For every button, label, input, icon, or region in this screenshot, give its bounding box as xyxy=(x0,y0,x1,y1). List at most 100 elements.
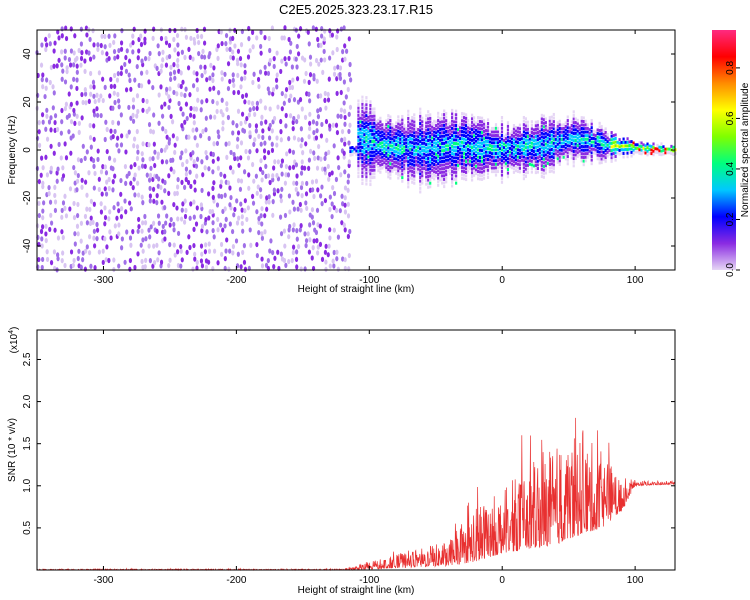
spectrogram-cell xyxy=(640,145,643,149)
spectrogram-cell xyxy=(552,138,555,142)
spectrogram-cell xyxy=(224,248,228,254)
spectrogram-cell xyxy=(500,141,504,145)
spectrogram-cell xyxy=(496,148,500,152)
spectrogram-cell xyxy=(439,131,442,135)
spectrogram-cell xyxy=(572,135,575,139)
spectrogram-cell xyxy=(276,159,280,165)
spectrogram-cell xyxy=(381,141,384,145)
spectrogram-cell xyxy=(104,170,109,176)
spectrogram-cell xyxy=(179,243,183,250)
spectrogram-cell xyxy=(552,148,555,152)
spectrogram-cell xyxy=(486,118,490,122)
spectrogram-cell xyxy=(413,163,416,167)
spectrogram-cell xyxy=(492,166,496,170)
spectrogram-cell xyxy=(135,93,140,99)
spectrogram-cell xyxy=(314,57,319,64)
spectrogram-cell xyxy=(441,181,444,185)
spectrogram-cell xyxy=(184,166,189,172)
spectrogram-cell xyxy=(232,212,236,218)
spectrogram-cell xyxy=(383,135,386,139)
spectrogram-cell xyxy=(72,107,76,114)
spectrogram-cell xyxy=(41,119,45,125)
spectrogram-cell xyxy=(96,42,100,48)
spectrogram-cell xyxy=(217,90,221,96)
spectrogram-cell xyxy=(387,114,390,118)
spectrogram-cell xyxy=(101,164,105,170)
spectrogram-cell xyxy=(308,125,312,132)
spectrogram-cell xyxy=(429,142,432,146)
spectrogram-cell xyxy=(600,125,603,129)
spectrogram-cell xyxy=(534,171,537,175)
spectrogram-cell xyxy=(419,132,422,136)
spectrogram-cell xyxy=(586,152,589,156)
spectrogram-cell xyxy=(431,140,434,144)
spectrogram-cell xyxy=(373,161,376,165)
spectrogram-cell xyxy=(464,134,468,138)
spectrogram-cell xyxy=(377,165,380,169)
spectrogram-cell xyxy=(648,151,651,155)
spectrogram-cell xyxy=(157,51,161,57)
spectrogram-cell xyxy=(207,215,211,221)
spectrogram-y-tick-label: 20 xyxy=(22,96,33,108)
spectrogram-cell xyxy=(449,125,452,129)
spectrogram-cell xyxy=(284,61,288,67)
spectrogram-cell xyxy=(131,118,136,124)
spectrogram-cell xyxy=(590,122,593,126)
spectrogram-cell xyxy=(346,173,351,179)
spectrogram-cell xyxy=(279,251,283,257)
spectrogram-cell xyxy=(117,222,121,228)
spectrogram-cell xyxy=(423,170,426,174)
spectrogram-cell xyxy=(381,134,384,138)
spectrogram-cell xyxy=(462,123,466,127)
spectrogram-cell xyxy=(403,138,406,142)
spectrogram-cell xyxy=(504,133,508,137)
snr-panel: -300 -200 -100 0 100 0.51.01.52.02.5 Height … xyxy=(7,327,676,596)
spectrogram-cell xyxy=(304,200,308,206)
spectrogram-cell xyxy=(379,156,382,160)
spectrogram-cell xyxy=(431,147,434,151)
spectrogram-cell xyxy=(630,150,633,154)
spectrogram-cell xyxy=(437,183,440,187)
spectrogram-cell xyxy=(500,152,504,156)
spectrogram-cell xyxy=(300,106,304,112)
spectrogram-cell xyxy=(466,140,470,144)
spectrogram-cell xyxy=(431,154,434,158)
spectrogram-cell xyxy=(189,105,193,112)
spectrogram-cell xyxy=(338,75,343,81)
spectrogram-cell xyxy=(365,121,368,125)
spectrogram-cell xyxy=(215,100,219,106)
spectrogram-cell xyxy=(486,143,490,147)
spectrogram-cell xyxy=(520,162,524,166)
spectrogram-cell xyxy=(324,105,328,111)
spectrogram-cell xyxy=(369,136,372,140)
spectrogram-cell xyxy=(486,172,490,176)
spectrogram-cell xyxy=(411,166,414,170)
spectrogram-cell xyxy=(185,115,189,122)
spectrogram-cell xyxy=(295,118,299,125)
spectrogram-cell xyxy=(522,123,526,127)
spectrogram-cell xyxy=(538,155,541,159)
spectrogram-cell xyxy=(204,216,208,223)
spectrogram-cell xyxy=(546,125,549,129)
spectrogram-cell xyxy=(63,193,67,199)
spectrogram-cell xyxy=(413,145,416,149)
spectrogram-cell xyxy=(120,245,124,251)
spectrogram-cell xyxy=(443,149,446,153)
spectrogram-cell xyxy=(538,158,541,162)
spectrogram-cell xyxy=(630,140,633,144)
spectrogram-cell xyxy=(99,209,104,215)
spectrogram-cell xyxy=(516,155,520,159)
spectrogram-cell xyxy=(536,163,539,167)
spectrogram-cell xyxy=(243,75,247,81)
spectrogram-cell xyxy=(536,141,539,145)
spectrogram-cell xyxy=(81,143,85,149)
spectrogram-cell xyxy=(108,229,112,235)
spectrogram-cell xyxy=(196,33,200,40)
spectrogram-cell xyxy=(124,180,128,186)
spectrogram-cell xyxy=(514,125,518,129)
spectrogram-cell xyxy=(596,157,599,161)
spectrogram-cell xyxy=(415,141,418,145)
spectrogram-cell xyxy=(628,151,631,155)
spectrogram-cell xyxy=(40,243,44,249)
